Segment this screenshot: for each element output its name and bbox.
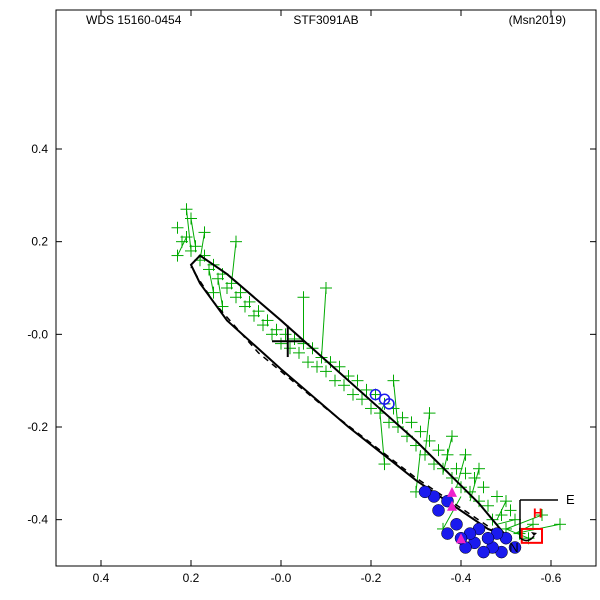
x-tick-label: -0.4 xyxy=(451,571,472,585)
y-tick-label: -0.2 xyxy=(27,420,48,434)
x-tick-label: -0.2 xyxy=(361,571,382,585)
x-tick-label: 0.2 xyxy=(183,571,200,585)
title-right: (Msn2019) xyxy=(509,13,566,27)
x-tick-label: -0.6 xyxy=(541,571,562,585)
title-center: STF3091AB xyxy=(293,13,358,27)
orbit-plot: -0.6-0.4-0.2-0.00.20.4-0.6-0.4-0.2-0.00.… xyxy=(0,0,600,600)
compass-e: E xyxy=(566,492,575,507)
hipparcos-label: H xyxy=(533,505,542,520)
x-tick-label: -0.0 xyxy=(271,571,292,585)
y-tick-label: 0.2 xyxy=(31,235,48,249)
title-left: WDS 15160-0454 xyxy=(86,13,182,27)
x-tick-label: 0.4 xyxy=(93,571,110,585)
y-tick-label: -0.0 xyxy=(27,327,48,341)
y-tick-label: -0.4 xyxy=(27,513,48,527)
y-tick-label: 0.4 xyxy=(31,142,48,156)
compass-n: N xyxy=(509,540,518,555)
